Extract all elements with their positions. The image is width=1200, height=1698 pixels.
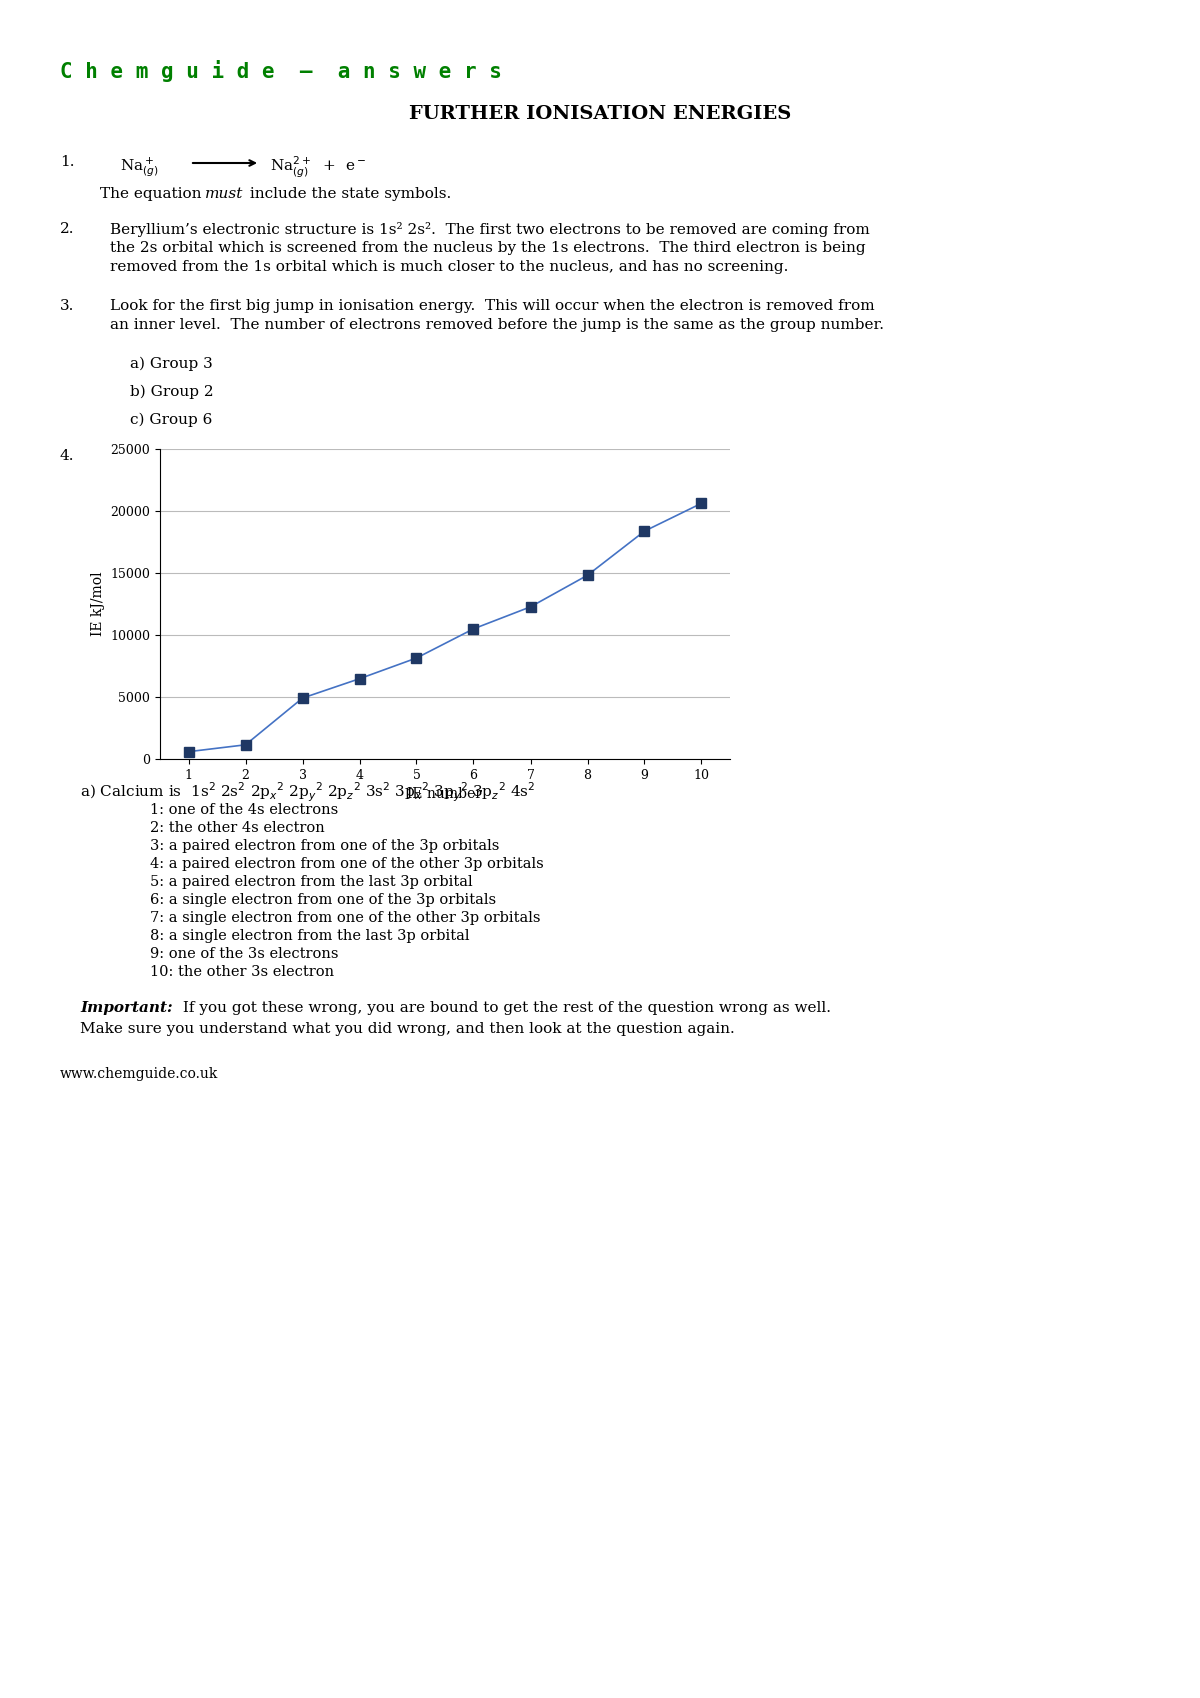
Y-axis label: IE kJ/mol: IE kJ/mol <box>91 572 104 637</box>
Text: 9: one of the 3s electrons: 9: one of the 3s electrons <box>150 947 338 961</box>
Text: must: must <box>205 187 244 200</box>
Text: Na$^{2+}_{(g)}$  +  e$^-$: Na$^{2+}_{(g)}$ + e$^-$ <box>270 155 366 180</box>
Text: If you got these wrong, you are bound to get the rest of the question wrong as w: If you got these wrong, you are bound to… <box>178 1002 830 1015</box>
Text: 8: a single electron from the last 3p orbital: 8: a single electron from the last 3p or… <box>150 929 469 942</box>
Text: Make sure you understand what you did wrong, and then look at the question again: Make sure you understand what you did wr… <box>80 1022 734 1036</box>
Text: Na$^+_{(g)}$: Na$^+_{(g)}$ <box>120 155 158 178</box>
Text: www.chemguide.co.uk: www.chemguide.co.uk <box>60 1066 218 1082</box>
Text: Important:: Important: <box>80 1002 173 1015</box>
Text: a) Group 3: a) Group 3 <box>130 357 212 372</box>
Text: 1.: 1. <box>60 155 74 170</box>
Text: 3: a paired electron from one of the 3p orbitals: 3: a paired electron from one of the 3p … <box>150 839 499 852</box>
Text: 6: a single electron from one of the 3p orbitals: 6: a single electron from one of the 3p … <box>150 893 496 907</box>
Text: an inner level.  The number of electrons removed before the jump is the same as : an inner level. The number of electrons … <box>110 318 884 333</box>
Text: Beryllium’s electronic structure is 1s² 2s².  The first two electrons to be remo: Beryllium’s electronic structure is 1s² … <box>110 222 870 238</box>
Text: 3.: 3. <box>60 299 74 312</box>
Text: removed from the 1s orbital which is much closer to the nucleus, and has no scre: removed from the 1s orbital which is muc… <box>110 260 788 273</box>
Text: c) Group 6: c) Group 6 <box>130 413 212 428</box>
Text: C h e m g u i d e  –  a n s w e r s: C h e m g u i d e – a n s w e r s <box>60 59 502 82</box>
Text: b) Group 2: b) Group 2 <box>130 385 214 399</box>
X-axis label: IE number: IE number <box>408 788 482 801</box>
Text: 1: one of the 4s electrons: 1: one of the 4s electrons <box>150 803 338 817</box>
Text: 4: a paired electron from one of the other 3p orbitals: 4: a paired electron from one of the oth… <box>150 857 544 871</box>
Text: a) Calcium is  1s$^2$ 2s$^2$ 2p$_x$$^2$ 2p$_y$$^2$ 2p$_z$$^2$ 3s$^2$ 3p$_x$$^2$ : a) Calcium is 1s$^2$ 2s$^2$ 2p$_x$$^2$ 2… <box>80 781 535 805</box>
Text: 5: a paired electron from the last 3p orbital: 5: a paired electron from the last 3p or… <box>150 874 473 890</box>
Text: 7: a single electron from one of the other 3p orbitals: 7: a single electron from one of the oth… <box>150 912 540 925</box>
Text: 2.: 2. <box>60 222 74 236</box>
Text: Look for the first big jump in ionisation energy.  This will occur when the elec: Look for the first big jump in ionisatio… <box>110 299 875 312</box>
Text: the 2s orbital which is screened from the nucleus by the 1s electrons.  The thir: the 2s orbital which is screened from th… <box>110 241 865 255</box>
Text: The equation: The equation <box>100 187 206 200</box>
Text: 4.: 4. <box>60 448 74 464</box>
Text: 10: the other 3s electron: 10: the other 3s electron <box>150 964 334 980</box>
Text: FURTHER IONISATION ENERGIES: FURTHER IONISATION ENERGIES <box>409 105 791 122</box>
Text: 2: the other 4s electron: 2: the other 4s electron <box>150 822 325 835</box>
Text: include the state symbols.: include the state symbols. <box>245 187 451 200</box>
